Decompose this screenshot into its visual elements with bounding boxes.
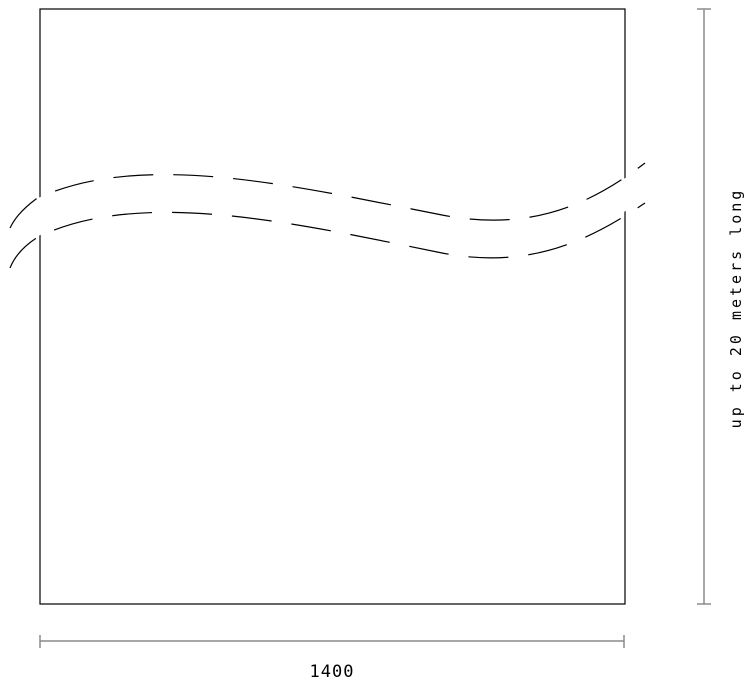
width-dimension-label: 1400 (310, 662, 355, 682)
break-line-lower (9, 202, 646, 269)
length-dimension-label: up to 20 meters long (727, 188, 745, 429)
panel-outline (39, 8, 626, 605)
cut-band-mask (36, 174, 628, 258)
length-dimension: up to 20 meters long (697, 8, 745, 605)
break-line-upper (9, 162, 646, 229)
width-dimension: 1400 (39, 635, 625, 682)
